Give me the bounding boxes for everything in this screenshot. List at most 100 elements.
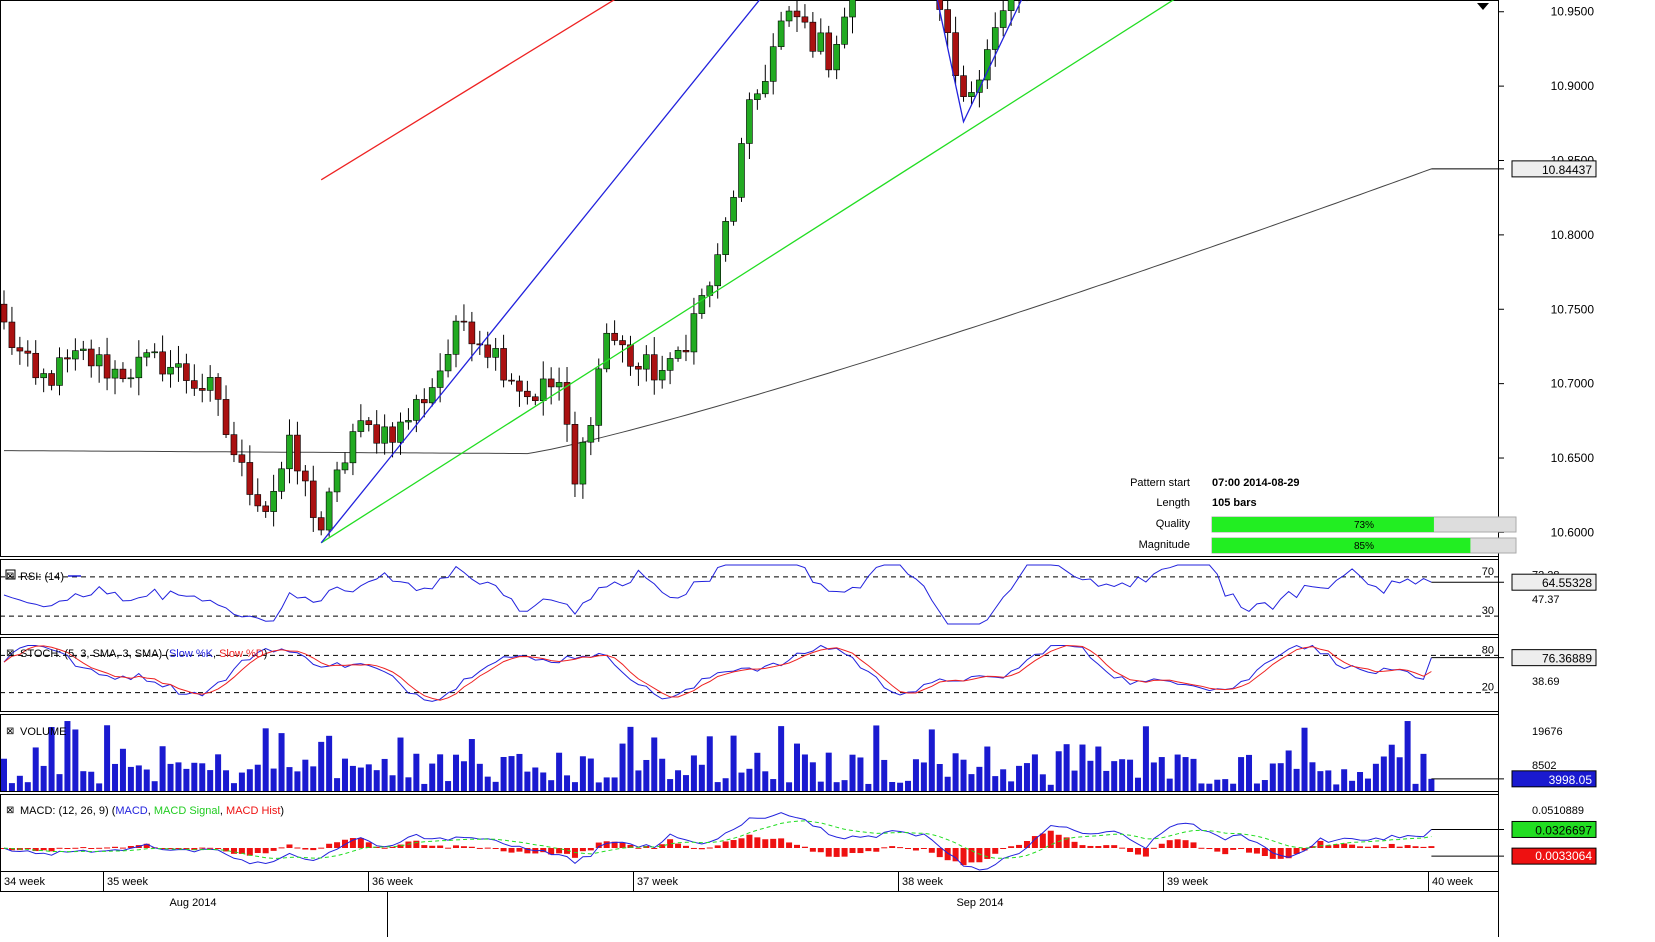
- volume-bar: [897, 782, 904, 791]
- macd-hist-bar: [1404, 845, 1411, 848]
- macd-hist-bar: [675, 843, 682, 848]
- candle-bull: [722, 221, 729, 255]
- macd-hist-bar: [762, 839, 769, 848]
- macd-hist-bar: [1182, 840, 1189, 848]
- magnitude-label: Magnitude: [1139, 539, 1190, 551]
- volume-bar: [72, 729, 79, 791]
- macd-hist-bar: [920, 848, 927, 849]
- volume-bar: [1404, 721, 1411, 791]
- time-axis: 34 week 35 week 36 week 37 week 38 week 39 we…: [0, 871, 1473, 937]
- candle-bull: [833, 44, 840, 71]
- macd-hist-bar: [445, 847, 452, 849]
- macd-hist-bar: [421, 845, 428, 848]
- macd-hist-bar: [738, 838, 745, 848]
- volume-bar: [1349, 780, 1356, 791]
- candle-bull: [151, 351, 158, 354]
- pattern-start-value: 07:00 2014-08-29: [1212, 477, 1299, 489]
- candle-bull: [603, 332, 610, 370]
- volume-bar: [270, 768, 277, 791]
- macd-hist-bar: [524, 848, 531, 854]
- volume-bar: [500, 756, 507, 791]
- candle-bear: [222, 399, 230, 435]
- macd-current-value: 0.0326697: [1535, 823, 1592, 837]
- candle-bull: [80, 348, 87, 351]
- macd-hist-bar: [1127, 848, 1134, 852]
- macd-hist-bar: [706, 847, 713, 849]
- candle-bear: [563, 382, 571, 425]
- stoch-close-glyph[interactable]: ⊠: [6, 648, 14, 659]
- volume-bar: [48, 727, 55, 791]
- candle-bear: [801, 16, 809, 23]
- macd-hist-bar: [199, 847, 206, 849]
- volume-bar: [135, 765, 142, 791]
- candle-bear: [183, 363, 190, 381]
- stoch-current-value: 76.36889: [1542, 652, 1592, 666]
- macd-hist-bar: [651, 848, 658, 849]
- stoch-level-high: 80: [1482, 644, 1494, 656]
- macd-hist-bar: [1016, 844, 1023, 848]
- candle-bull: [381, 426, 388, 444]
- volume-bar: [754, 752, 761, 791]
- candle-bull: [1007, 0, 1015, 11]
- macd-hist-bar: [191, 848, 198, 850]
- panel-frame: [0, 559, 1499, 635]
- candle-bear: [254, 494, 262, 507]
- volume-bar: [326, 735, 333, 791]
- volume-bar: [1158, 757, 1165, 791]
- candle-bull: [785, 10, 793, 22]
- rsi-close-glyph[interactable]: ⊠: [6, 571, 14, 582]
- volume-close-glyph[interactable]: ⊠: [6, 726, 14, 737]
- candle-bear: [952, 32, 959, 76]
- volume-bar: [524, 771, 531, 791]
- macd-hist-bar: [468, 846, 475, 848]
- volume-label: VOLUME: [20, 726, 66, 738]
- macd-hist-bar: [627, 844, 634, 848]
- candle-bull: [95, 354, 103, 367]
- volume-bar: [690, 755, 697, 791]
- rsi-level-low: 30: [1482, 605, 1494, 617]
- volume-bar: [905, 780, 912, 791]
- rsi-close-icon[interactable]: [5, 569, 16, 580]
- volume-bar: [817, 781, 824, 791]
- volume-bar: [786, 782, 793, 791]
- candle-bear: [476, 343, 484, 346]
- quality-bar-fill: [1212, 517, 1434, 532]
- volume-bar: [1309, 762, 1316, 791]
- macd-hist-bar: [223, 848, 230, 852]
- candle-bull: [674, 350, 682, 359]
- macd-hist-bar: [1047, 830, 1054, 848]
- candle-bull: [40, 373, 47, 379]
- candle-bull: [738, 143, 745, 198]
- candle-bull: [341, 462, 349, 471]
- volume-bar: [278, 733, 285, 791]
- volume-bar: [88, 771, 95, 791]
- macd-hist-bar: [1222, 848, 1229, 855]
- volume-bar: [373, 770, 380, 791]
- candle-bull: [539, 378, 547, 401]
- macd-hist-bar: [849, 848, 856, 853]
- volume-bar: [611, 777, 618, 791]
- macd-hist-bar: [8, 848, 15, 851]
- volume-bar: [778, 726, 785, 791]
- volume-bar: [857, 757, 864, 791]
- macd-hist-bar: [1246, 848, 1253, 853]
- volume-bar: [56, 774, 63, 791]
- macd-hist-bar: [667, 839, 674, 848]
- week-label: 35 week: [107, 876, 148, 888]
- price-boxes: 11.2715210.84437: [1431, 160, 1597, 178]
- macd-close-glyph[interactable]: ⊠: [6, 805, 14, 816]
- macd-hist-bar: [492, 848, 499, 849]
- candle-bear: [389, 426, 396, 443]
- rsi-current-value: 64.55328: [1542, 576, 1592, 590]
- volume-bar: [1174, 754, 1181, 791]
- macd-hist-bar: [326, 843, 333, 848]
- volume-bar: [532, 767, 539, 791]
- candle-bull: [333, 469, 341, 493]
- macd-hist-bar: [833, 848, 840, 857]
- candle-bear: [635, 365, 642, 370]
- volume-bar: [770, 779, 777, 791]
- candle-bear: [793, 10, 801, 18]
- stoch-title: ⊠ STOCH: (5, 3, SMA, 3, SMA) (Slow %K, S…: [6, 648, 267, 660]
